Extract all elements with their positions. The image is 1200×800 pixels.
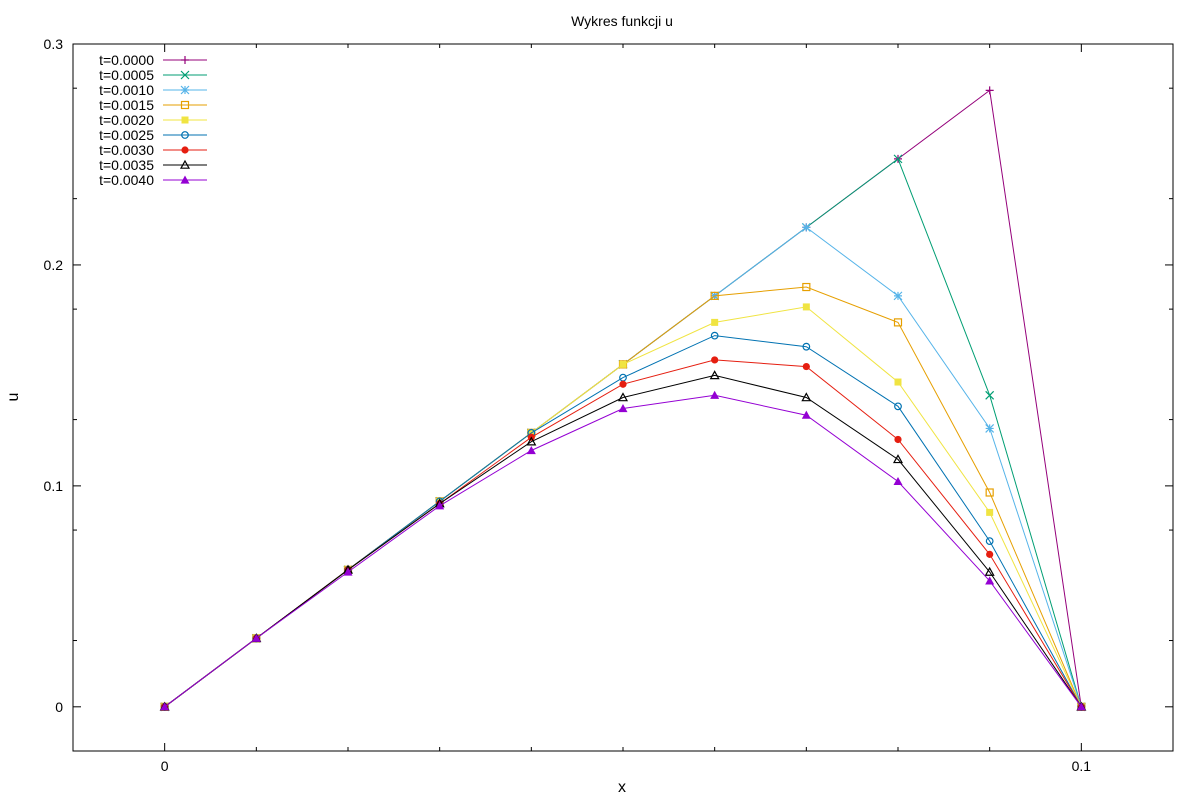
legend-label: t=0.0010 (99, 82, 154, 98)
legend-marker (181, 146, 189, 154)
legend-item: t=0.0025 (99, 127, 207, 143)
legend-item: t=0.0005 (99, 67, 207, 83)
data-point (710, 331, 719, 340)
series-layer (159, 86, 1087, 712)
series-t=0.0000 (160, 86, 1086, 711)
series-t=0.0005 (160, 154, 1086, 712)
y-tick-label: 0.3 (44, 36, 64, 52)
data-point (618, 404, 628, 413)
series-line (164, 89, 1082, 708)
data-point (893, 291, 903, 301)
data-point (801, 392, 812, 402)
legend-label: t=0.0020 (99, 112, 154, 128)
series-t=0.0020 (161, 303, 1085, 711)
legend-item: t=0.0015 (99, 97, 207, 113)
x-axis-title: x (618, 779, 626, 796)
data-point (893, 476, 903, 486)
data-point (802, 282, 811, 292)
series-t=0.0025 (160, 331, 1086, 711)
series-t=0.0040 (160, 390, 1086, 711)
data-point (986, 550, 994, 558)
x-tick-label: 0 (161, 758, 169, 774)
axis-tick-labels: 0 0.1 0.2 0.3 0 0.1 (44, 36, 1092, 774)
data-point (893, 318, 903, 327)
data-point (619, 360, 627, 368)
data-point (435, 501, 445, 510)
data-point (711, 356, 719, 364)
data-point (710, 291, 719, 300)
data-point (343, 567, 353, 576)
data-point (984, 566, 995, 576)
legend-label: t=0.0025 (99, 127, 154, 143)
data-point (894, 435, 902, 444)
data-point (710, 390, 720, 399)
axis-ticks (73, 43, 1173, 751)
x-tick-label: 0.1 (1072, 758, 1092, 774)
legend-label: t=0.0040 (99, 172, 154, 188)
data-point (711, 318, 719, 326)
legend-item: t=0.0010 (99, 82, 207, 98)
series-line (164, 374, 1082, 708)
data-point (801, 410, 811, 419)
data-point (802, 303, 810, 311)
legend: t=0.0000t=0.0005t=0.0010t=0.0015t=0.0020… (99, 52, 207, 188)
legend-label: t=0.0030 (99, 142, 154, 158)
data-point (709, 370, 720, 380)
y-axis-title: u (5, 393, 22, 402)
data-point (892, 454, 904, 464)
data-point (801, 222, 811, 232)
series-t=0.0035 (159, 370, 1087, 711)
legend-marker (181, 56, 189, 64)
legend-marker (180, 70, 190, 80)
data-point (985, 390, 995, 400)
data-point (617, 392, 629, 402)
series-t=0.0015 (160, 282, 1086, 711)
legend-marker (180, 175, 190, 184)
data-point (802, 342, 811, 351)
legend-label: t=0.0015 (99, 97, 154, 113)
data-point (985, 86, 994, 95)
data-point (894, 378, 902, 386)
legend-label: t=0.0000 (99, 52, 154, 68)
data-point (985, 424, 995, 433)
legend-label: t=0.0005 (99, 67, 154, 83)
data-point (893, 154, 903, 164)
chart-title: Wykres funkcji u (571, 13, 673, 29)
legend-marker (181, 116, 189, 124)
series-line (164, 158, 1082, 708)
data-point (985, 576, 995, 585)
legend-item: t=0.0020 (99, 112, 207, 128)
legend-marker (180, 100, 190, 110)
data-point (251, 633, 261, 642)
legend-item: t=0.0040 (99, 172, 207, 188)
legend-item: t=0.0030 (99, 142, 207, 158)
legend-marker (179, 159, 191, 169)
series-line (164, 226, 1082, 708)
legend-marker (180, 85, 190, 95)
legend-label: t=0.0035 (99, 157, 154, 173)
data-point (526, 446, 536, 455)
series-line (164, 335, 1082, 708)
legend-marker (181, 131, 189, 139)
series-line (164, 394, 1082, 708)
y-tick-label: 0 (55, 699, 63, 715)
data-point (985, 537, 994, 546)
series-t=0.0010 (160, 222, 1086, 712)
data-point (526, 436, 537, 446)
data-point (160, 702, 170, 711)
data-point (986, 508, 994, 516)
y-tick-label: 0.2 (44, 257, 64, 273)
data-point (985, 488, 994, 497)
data-point (894, 402, 902, 411)
data-point (802, 362, 810, 371)
data-point (1076, 702, 1086, 711)
y-tick-label: 0.1 (44, 478, 64, 494)
legend-item: t=0.0035 (99, 157, 207, 173)
data-point (619, 380, 627, 388)
legend-item: t=0.0000 (99, 52, 207, 68)
